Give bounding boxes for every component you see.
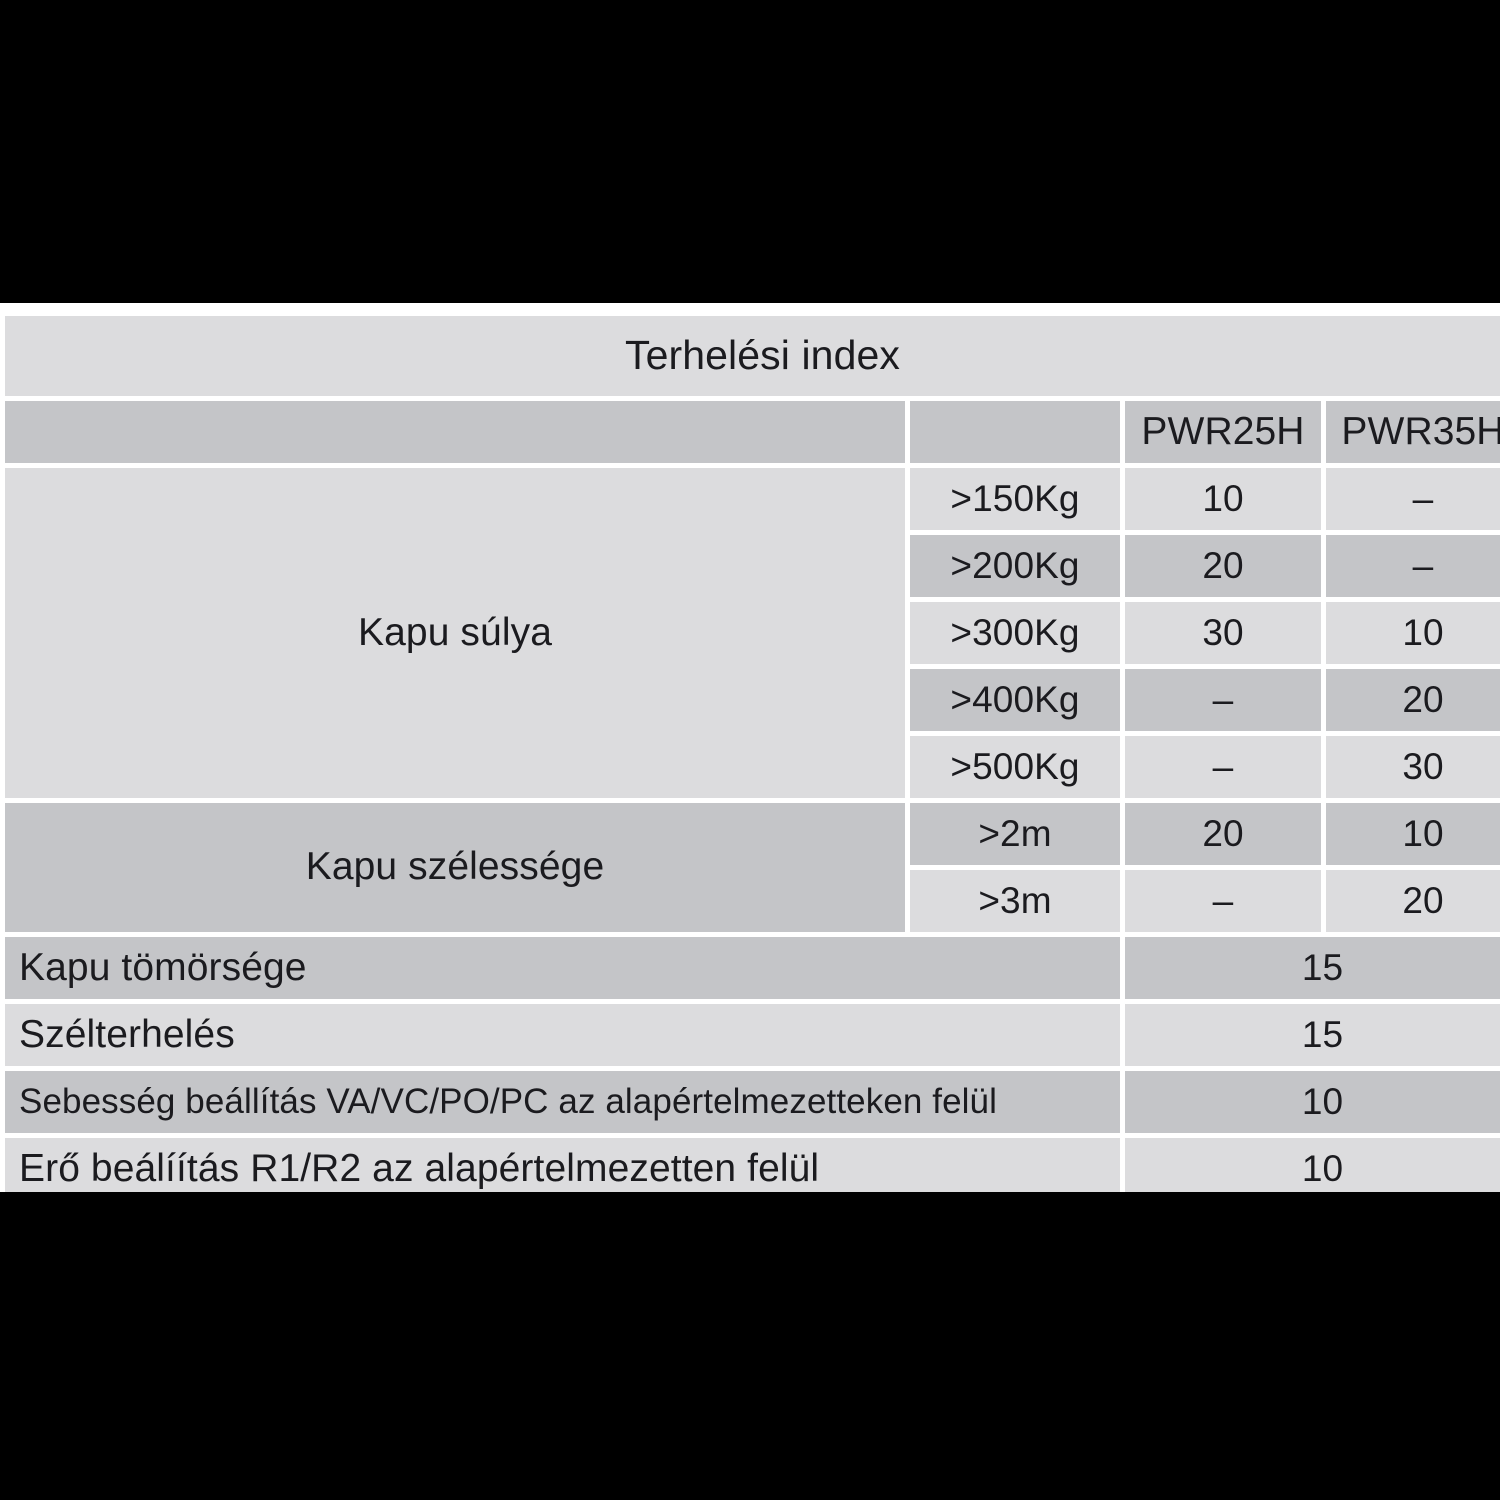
row-value-force-setting: 10: [1125, 1138, 1500, 1200]
condition-cell: >150Kg: [910, 468, 1120, 530]
value-pwr25h: 20: [1125, 535, 1321, 597]
value-pwr25h: 10: [1125, 468, 1321, 530]
value-pwr35h: 10: [1326, 803, 1500, 865]
row-label-gate-density: Kapu tömörsége: [5, 937, 1120, 999]
table-row: Erő beálíítás R1/R2 az alapértelmezetten…: [5, 1138, 1500, 1200]
group-label-gate-weight: Kapu súlya: [5, 468, 905, 798]
row-value-wind-load: 15: [1125, 1004, 1500, 1066]
value-pwr35h: 10: [1326, 602, 1500, 664]
value-pwr25h: 20: [1125, 803, 1321, 865]
table-row: >400Kg – 20: [5, 669, 1500, 731]
table-title: Terhelési index: [5, 316, 1500, 396]
terhelesi-index-table: Terhelési index PWR25H PWR35H Kapu súlya…: [0, 311, 1500, 1205]
group-label-gate-width: Kapu szélessége: [5, 803, 905, 932]
row-label-force-setting: Erő beálíítás R1/R2 az alapértelmezetten…: [5, 1138, 1120, 1200]
letterbox-band-bottom: [0, 1192, 1500, 1500]
row-label-speed-setting: Sebesség beállítás VA/VC/PO/PC az alapér…: [5, 1071, 1120, 1133]
value-pwr25h: –: [1125, 669, 1321, 731]
row-label-wind-load: Szélterhelés: [5, 1004, 1120, 1066]
header-pwr35h: PWR35H: [1326, 401, 1500, 463]
value-pwr25h: –: [1125, 736, 1321, 798]
row-value-gate-density: 15: [1125, 937, 1500, 999]
value-pwr25h: 30: [1125, 602, 1321, 664]
table-row: Kapu súlya >150Kg 10 –: [5, 468, 1500, 798]
value-pwr35h: 20: [1326, 669, 1500, 731]
table-row: Kapu szélessége >2m 20 10: [5, 803, 1500, 932]
condition-cell: >300Kg: [910, 602, 1120, 664]
table-row: >500Kg – 30: [5, 736, 1500, 798]
condition-cell: >3m: [910, 870, 1120, 932]
table-row: >200Kg 20 –: [5, 535, 1500, 597]
table-row: Sebesség beállítás VA/VC/PO/PC az alapér…: [5, 1071, 1500, 1133]
table-row: >300Kg 30 10: [5, 602, 1500, 664]
letterbox-band-top: [0, 0, 1500, 303]
table-row: Szélterhelés 15: [5, 1004, 1500, 1066]
header-pwr25h: PWR25H: [1125, 401, 1321, 463]
value-pwr35h: 20: [1326, 870, 1500, 932]
header-condition-blank: [910, 401, 1120, 463]
table-container: Terhelési index PWR25H PWR35H Kapu súlya…: [0, 303, 1500, 1200]
condition-cell: >200Kg: [910, 535, 1120, 597]
table-row: >3m – 20: [5, 870, 1500, 932]
condition-cell: >2m: [910, 803, 1120, 865]
header-group-blank: [5, 401, 905, 463]
value-pwr35h: –: [1326, 468, 1500, 530]
condition-cell: >400Kg: [910, 669, 1120, 731]
condition-cell: >500Kg: [910, 736, 1120, 798]
value-pwr25h: –: [1125, 870, 1321, 932]
table-title-row: Terhelési index: [5, 316, 1500, 396]
value-pwr35h: –: [1326, 535, 1500, 597]
table-header-row: PWR25H PWR35H: [5, 401, 1500, 463]
table-row: Kapu tömörsége 15: [5, 937, 1500, 999]
value-pwr35h: 30: [1326, 736, 1500, 798]
row-value-speed-setting: 10: [1125, 1071, 1500, 1133]
